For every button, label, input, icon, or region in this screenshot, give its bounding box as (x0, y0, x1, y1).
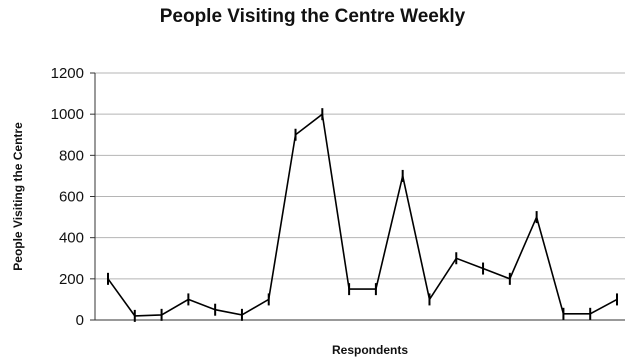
gridlines (95, 72, 625, 280)
series-line (107, 112, 618, 317)
chart-title: People Visiting the Centre Weekly (159, 6, 466, 27)
data-point-markers (107, 108, 618, 322)
y-tick-label: 1200 (51, 65, 84, 82)
y-tick-label: 800 (59, 147, 84, 164)
y-tick-label: 400 (59, 230, 84, 247)
y-tick-labels: 0 200 400 600 800 1000 1200 (51, 65, 95, 329)
y-axis-title: People Visiting the Centre (11, 122, 25, 271)
y-tick-label: 200 (59, 271, 84, 288)
y-tick-label: 0 (76, 312, 84, 329)
y-tick-label: 1000 (51, 106, 84, 123)
x-axis-title: Respondents (332, 343, 408, 357)
y-tick-label: 600 (59, 189, 84, 206)
